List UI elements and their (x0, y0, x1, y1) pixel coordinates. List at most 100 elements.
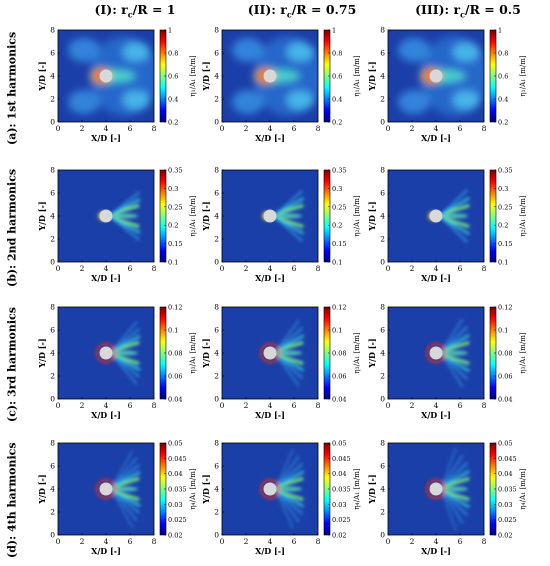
colorbar-tick-label: 0.2 (498, 222, 508, 230)
colorbar-tick-label: 0.06 (332, 373, 346, 381)
colorbar-label: η2/A1 [m/m] (519, 195, 527, 237)
x-tick-label: 4 (434, 264, 439, 273)
wave-field (232, 36, 318, 116)
y-tick-label: 8 (380, 26, 385, 35)
x-axis-label: X/D [-] (91, 546, 121, 556)
column-title-3: (III): rc/R = 0.5 (415, 2, 521, 20)
cylinder-marker (99, 346, 113, 360)
x-axis-label: X/D [-] (421, 546, 451, 556)
y-tick-label: 4 (380, 212, 385, 221)
x-tick-label: 0 (386, 124, 391, 133)
y-tick-label: 0 (380, 395, 385, 404)
colorbar-tick-label: 1 (168, 27, 172, 35)
panel-2-2: 0 2 4 6 8 0 2 4 6 8 X/D [-] Y/D [-] 0.1 0.15 0.2 0.25 0.… (201, 166, 361, 284)
colorbar-tick-label: 0.35 (168, 167, 182, 175)
x-tick-label: 0 (386, 537, 391, 546)
y-tick-label: 2 (50, 95, 55, 104)
y-tick-label: 8 (50, 303, 55, 312)
y-tick-label: 0 (50, 395, 55, 404)
y-tick-label: 0 (50, 118, 55, 127)
y-tick-label: 6 (50, 326, 55, 335)
x-tick-label: 8 (482, 401, 487, 410)
x-tick-label: 6 (128, 124, 133, 133)
y-tick-label: 2 (214, 372, 219, 381)
y-tick-label: 2 (380, 235, 385, 244)
cylinder-marker (99, 69, 113, 83)
colorbar-tick-label: 0.04 (332, 396, 346, 404)
colorbar-tick-label: 0.08 (332, 350, 346, 358)
colorbar-tick-label: 1 (332, 27, 336, 35)
y-tick-label: 0 (214, 118, 219, 127)
panel-1-2: 0 2 4 6 8 0 2 4 6 8 X/D [-] Y/D [-] 0.2 0.4 0.6 0.8 1 η1/… (201, 26, 361, 144)
y-tick-label: 2 (380, 372, 385, 381)
y-axis-label: Y/D [-] (201, 61, 211, 91)
x-tick-label: 0 (56, 537, 61, 546)
wave-field (260, 319, 305, 387)
colorbar-tick-label: 0.35 (332, 167, 346, 175)
cylinder-marker (429, 482, 443, 496)
panel-3-2: 0 2 4 6 8 0 2 4 6 8 X/D [-] Y/D [-] 0.04 0.06 0.08 0.1 0… (201, 303, 361, 421)
y-tick-label: 8 (50, 439, 55, 448)
y-tick-label: 4 (50, 72, 55, 81)
colorbar-tick-label: 0.1 (498, 327, 508, 335)
wave-field (398, 36, 484, 116)
panel-3-3: 0 2 4 6 8 0 2 4 6 8 X/D [-] Y/D [-] 0.04 0.06 0.08 0.1 0… (367, 303, 527, 421)
y-tick-label: 8 (380, 439, 385, 448)
colorbar-tick-label: 0.04 (168, 470, 182, 478)
colorbar-tick-label: 0.025 (332, 516, 351, 524)
x-tick-label: 2 (410, 264, 415, 273)
x-tick-label: 2 (410, 401, 415, 410)
x-tick-label: 6 (128, 264, 133, 273)
y-tick-label: 2 (214, 508, 219, 517)
cylinder-marker (99, 482, 113, 496)
cylinder-marker (263, 209, 277, 223)
colorbar-label: η4/A1 [m/m] (519, 468, 527, 510)
panel-2-3: 0 2 4 6 8 0 2 4 6 8 X/D [-] Y/D [-] 0.1 0.15 0.2 0.25 0.… (367, 166, 527, 284)
x-tick-label: 0 (56, 264, 61, 273)
x-axis-label: X/D [-] (255, 546, 285, 556)
x-tick-label: 4 (434, 537, 439, 546)
colorbar-tick-label: 0.035 (498, 486, 517, 494)
colorbar-tick-label: 0.045 (498, 455, 517, 463)
x-tick-label: 4 (104, 537, 109, 546)
y-tick-label: 6 (380, 49, 385, 58)
y-tick-label: 2 (214, 95, 219, 104)
x-tick-label: 2 (244, 124, 249, 133)
colorbar-tick-label: 0.04 (498, 470, 512, 478)
x-tick-label: 8 (152, 537, 157, 546)
x-tick-label: 0 (220, 124, 225, 133)
colorbar-tick-label: 0.25 (332, 203, 346, 211)
y-axis-label: Y/D [-] (201, 474, 211, 504)
y-tick-label: 2 (214, 235, 219, 244)
colorbar-tick-label: 0.3 (498, 185, 508, 193)
y-tick-label: 6 (50, 189, 55, 198)
colorbar-tick-label: 0.15 (498, 240, 512, 248)
panel-3-1: 0 2 4 6 8 0 2 4 6 8 X/D [-] Y/D [-] 0.04 0.06 0.08 0.1 0… (37, 303, 197, 421)
y-tick-label: 4 (380, 349, 385, 358)
x-tick-label: 8 (316, 124, 321, 133)
x-tick-label: 4 (434, 124, 439, 133)
x-axis-label: X/D [-] (255, 133, 285, 143)
panel-2-1: 0 2 4 6 8 0 2 4 6 8 X/D [-] Y/D [-] 0.1 0.15 0.2 0.25 0.… (37, 166, 197, 284)
colorbar-tick-label: 0.25 (168, 203, 182, 211)
wave-field (426, 318, 470, 388)
y-tick-label: 8 (214, 439, 219, 448)
colorbar-tick-label: 0.15 (168, 240, 182, 248)
cylinder-marker (263, 482, 277, 496)
colorbar-tick-label: 0.4 (498, 96, 508, 104)
colorbar-tick-label: 0.02 (498, 532, 512, 540)
colorbar-label: η3/A1 [m/m] (353, 332, 361, 374)
y-tick-label: 2 (50, 372, 55, 381)
x-tick-label: 4 (268, 537, 273, 546)
colorbar-tick-label: 0.2 (168, 119, 178, 127)
colorbar-label: η2/A1 [m/m] (189, 195, 197, 237)
y-tick-label: 0 (214, 258, 219, 267)
panel-1-3: 0 2 4 6 8 0 2 4 6 8 X/D [-] Y/D [-] 0.2 0.4 0.6 0.8 1 η1/… (367, 26, 527, 144)
y-tick-label: 0 (380, 531, 385, 540)
colorbar-tick-label: 0.08 (168, 350, 182, 358)
wave-field (98, 191, 141, 241)
x-tick-label: 0 (220, 401, 225, 410)
colorbar-tick-label: 0.025 (168, 516, 187, 524)
x-tick-label: 6 (128, 401, 133, 410)
